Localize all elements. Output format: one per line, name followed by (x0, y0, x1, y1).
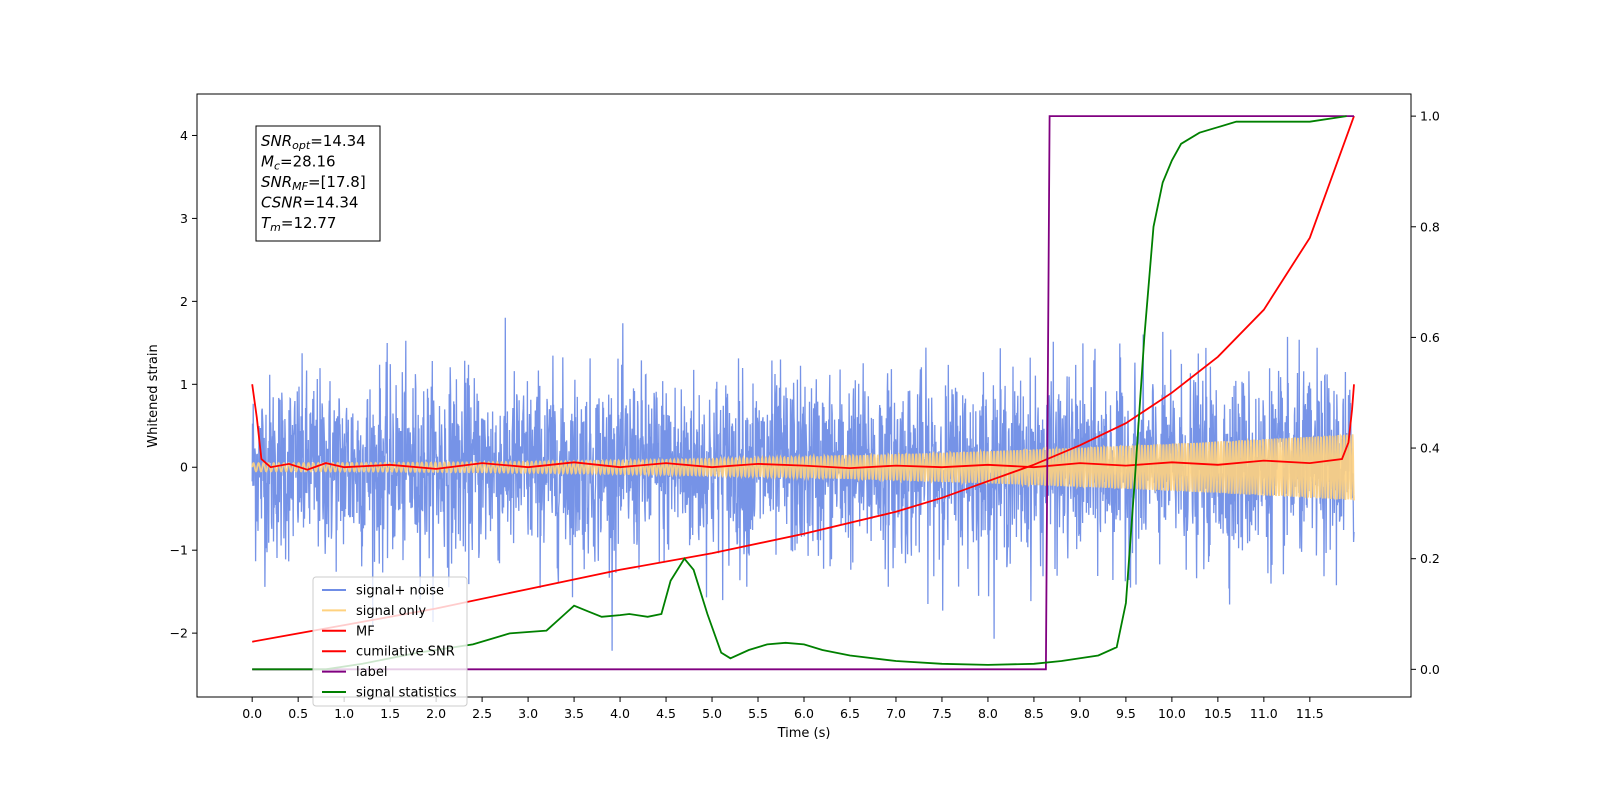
y2-tick-label: 0.2 (1420, 551, 1440, 566)
legend-label: signal only (356, 604, 426, 619)
y2-tick-label: 0.0 (1420, 662, 1440, 677)
x-axis-ticks: 0.0 0.5 1.0 1.5 2.0 2.5 3.0 3.5 4.0 4.5 5.0 5.5 6.0 6… (242, 697, 1324, 721)
x-tick-label: 2.5 (472, 706, 492, 721)
legend-label: MF (356, 624, 375, 639)
x-tick-label: 9.0 (1070, 706, 1090, 721)
legend-label: signal+ noise (356, 584, 444, 599)
y-tick-label: 1 (180, 377, 188, 392)
annotation-line: SNRopt=14.34 (261, 132, 366, 152)
annotation-line: Mc=28.16 (261, 153, 336, 173)
y2-axis-ticks: 0.0 0.2 0.4 0.6 0.8 1.0 (1411, 109, 1440, 677)
x-tick-label: 4.5 (656, 706, 676, 721)
legend-frame (312, 576, 468, 707)
x-tick-label: 0.0 (242, 706, 262, 721)
x-tick-label: 3.5 (564, 706, 584, 721)
series-line-1 (251, 433, 1355, 501)
x-tick-label: 6.0 (794, 706, 814, 721)
x-tick-label: 0.5 (288, 706, 308, 721)
y2-tick-label: 0.4 (1420, 441, 1440, 456)
series-line-3 (252, 115, 1355, 643)
x-tick-label: 5.0 (702, 706, 722, 721)
x-tick-label: 2.0 (426, 706, 446, 721)
x-tick-label: 11.5 (1296, 706, 1324, 721)
x-tick-label: 10.0 (1158, 706, 1186, 721)
x-tick-label: 3.0 (518, 706, 538, 721)
x-tick-label: 6.5 (840, 706, 860, 721)
annotation-line: CSNR=14.34 (261, 194, 358, 212)
y-axis-ticks: −2 −1 0 1 2 3 4 (170, 128, 197, 641)
legend: signal+ noise signal only MF cumilative SNR… (312, 576, 468, 707)
x-tick-label: 8.0 (978, 706, 998, 721)
series-line-2 (251, 384, 1355, 471)
legend-label: label (356, 665, 387, 680)
y-tick-label: −2 (170, 626, 188, 641)
x-tick-label: 1.5 (380, 706, 400, 721)
y-tick-label: 0 (180, 460, 188, 475)
legend-label: signal statistics (356, 686, 457, 701)
x-tick-label: 5.5 (748, 706, 768, 721)
x-tick-label: 7.0 (886, 706, 906, 721)
x-tick-label: 7.5 (932, 706, 952, 721)
y-tick-label: 3 (180, 211, 188, 226)
x-tick-label: 1.0 (334, 706, 354, 721)
stats-annotation-box: SNRopt=14.34Mc=28.16SNRMF=[17.8]CSNR=14.… (255, 125, 381, 242)
legend-label: cumilative SNR (356, 645, 455, 660)
series-line-5 (252, 115, 1347, 671)
x-tick-label: 9.5 (1116, 706, 1136, 721)
series-line-4 (252, 115, 1354, 671)
x-tick-label: 8.5 (1024, 706, 1044, 721)
y-tick-label: 2 (180, 294, 188, 309)
annotation-line: SNRMF=[17.8] (261, 173, 366, 193)
y-tick-label: −1 (170, 543, 188, 558)
y-axis-label: Whitened strain (146, 344, 161, 447)
y2-tick-label: 1.0 (1420, 109, 1440, 124)
y2-tick-label: 0.8 (1420, 219, 1440, 234)
annotation-line: Tm=12.77 (261, 214, 336, 234)
x-tick-label: 4.0 (610, 706, 630, 721)
x-tick-label: 10.5 (1204, 706, 1232, 721)
annotation-frame (255, 125, 381, 242)
x-tick-label: 11.0 (1250, 706, 1278, 721)
series-layer (251, 115, 1355, 671)
y-tick-label: 4 (180, 128, 188, 143)
y2-tick-label: 0.6 (1420, 330, 1440, 345)
x-axis-label: Time (s) (777, 726, 831, 741)
